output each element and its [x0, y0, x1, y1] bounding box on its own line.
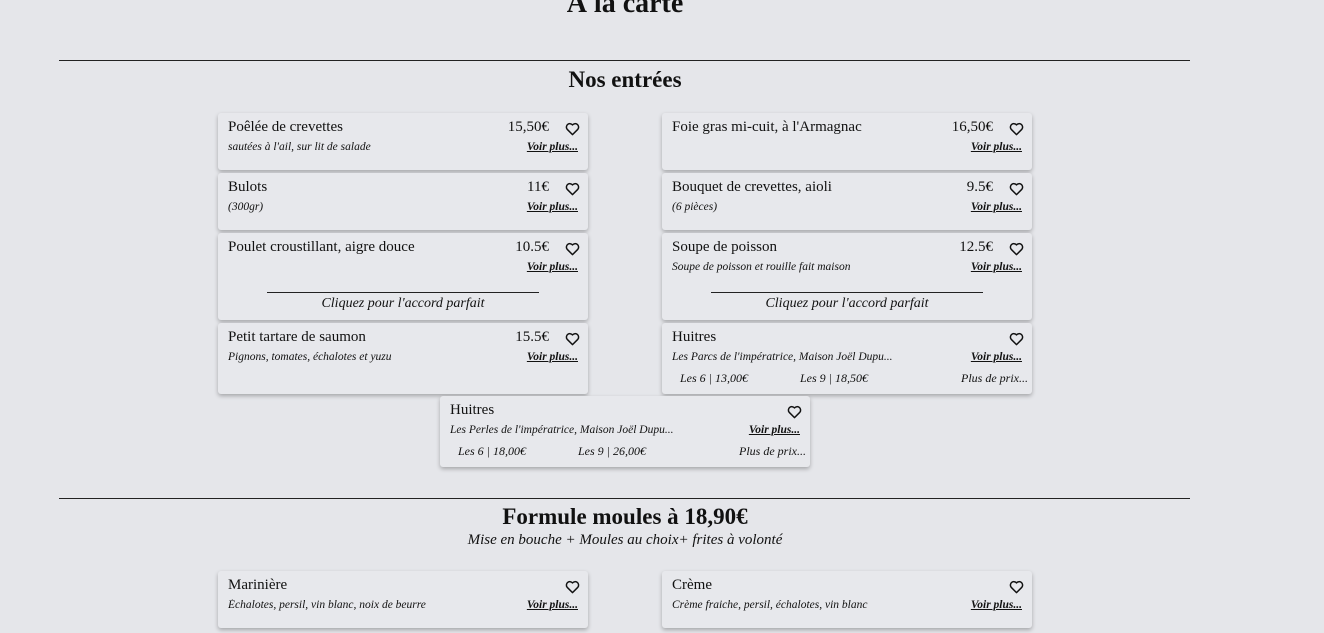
price-options: Les 6 | 18,00€ Les 9 | 26,00€ Plus de prix…	[450, 444, 806, 459]
pairing-link[interactable]: Cliquez pour l'accord parfait	[711, 292, 983, 312]
menu-item-card[interactable]: Petit tartare de saumon 15.5€ Pignons, tom…	[218, 323, 588, 394]
menu-item-card[interactable]: Crème Crème fraiche, persil, échalotes, v…	[662, 571, 1032, 628]
see-more-link[interactable]: Voir plus...	[970, 261, 1022, 273]
item-price: 15,50€	[507, 119, 549, 135]
menu-item-card[interactable]: Huitres Les Perles de l'impératrice, Mais…	[440, 396, 810, 467]
moules-grid: Marinière Échalotes, persil, vin blanc, n…	[218, 571, 1032, 628]
menu-item-card[interactable]: Poulet croustillant, aigre douce 10.5€ Vo…	[218, 233, 588, 320]
menu-item-card[interactable]: Bouquet de crevettes, aioli 9.5€ (6 pièces…	[662, 173, 1032, 230]
menu-item-card[interactable]: Soupe de poisson 12.5€ Soupe de poisson et…	[662, 233, 1032, 320]
item-name: Soupe de poisson	[672, 239, 777, 255]
heart-icon[interactable]	[565, 182, 580, 196]
item-description: (6 pièces)	[672, 201, 718, 213]
see-more-link[interactable]: Voir plus...	[526, 351, 578, 363]
see-more-link[interactable]: Voir plus...	[526, 141, 578, 153]
see-more-link[interactable]: Voir plus...	[748, 424, 800, 436]
menu-item-card[interactable]: Poêlée de crevettes 15,50€ sautées à l'ail…	[218, 113, 588, 170]
see-more-link[interactable]: Voir plus...	[526, 261, 578, 273]
more-prices-link[interactable]: Plus de prix...	[739, 444, 806, 458]
item-name: Poulet croustillant, aigre douce	[228, 239, 415, 255]
item-description	[228, 261, 468, 273]
item-description: Crème fraiche, persil, échalotes, vin bl…	[672, 599, 868, 611]
heart-icon[interactable]	[1009, 122, 1024, 136]
item-name: Poêlée de crevettes	[228, 119, 343, 135]
see-more-link[interactable]: Voir plus...	[970, 201, 1022, 213]
see-more-link[interactable]: Voir plus...	[526, 201, 578, 213]
item-name: Bouquet de crevettes, aioli	[672, 179, 832, 195]
entrees-grid: Poêlée de crevettes 15,50€ sautées à l'ail…	[218, 113, 1032, 394]
item-description	[672, 141, 912, 153]
see-more-link[interactable]: Voir plus...	[970, 141, 1022, 153]
price-option: Les 6 | 13,00€	[680, 371, 748, 385]
heart-icon[interactable]	[1009, 580, 1024, 594]
divider	[59, 498, 1190, 499]
heart-icon[interactable]	[1009, 242, 1024, 256]
item-price: 9.5€	[966, 179, 993, 195]
see-more-link[interactable]: Voir plus...	[970, 351, 1022, 363]
item-description: sautées à l'ail, sur lit de salade	[228, 141, 371, 153]
item-price: 10.5€	[515, 239, 549, 255]
item-description: Soupe de poisson et rouille fait maison	[672, 261, 851, 273]
heart-icon[interactable]	[565, 332, 580, 346]
price-options: Les 6 | 13,00€ Les 9 | 18,50€ Plus de prix…	[672, 371, 1028, 386]
item-name: Petit tartare de saumon	[228, 329, 366, 345]
heart-icon[interactable]	[1009, 182, 1024, 196]
item-name: Crème	[672, 577, 712, 593]
more-prices-link[interactable]: Plus de prix...	[961, 371, 1028, 385]
menu-item-card[interactable]: Huitres Les Parcs de l'impératrice, Maiso…	[662, 323, 1032, 394]
item-description: Échalotes, persil, vin blanc, noix de be…	[228, 599, 426, 611]
heart-icon[interactable]	[787, 405, 802, 419]
section-subtitle-moules: Mise en bouche + Moules au choix+ frites…	[467, 532, 783, 548]
item-price: 11€	[527, 179, 549, 195]
item-price: 16,50€	[951, 119, 993, 135]
menu-item-card[interactable]: Bulots 11€ (300gr) Voir plus...	[218, 173, 588, 230]
item-description: Les Perles de l'impératrice, Maison Joël…	[450, 424, 674, 436]
price-option: Les 9 | 26,00€	[578, 444, 646, 458]
heart-icon[interactable]	[565, 580, 580, 594]
heart-icon[interactable]	[1009, 332, 1024, 346]
see-more-link[interactable]: Voir plus...	[526, 599, 578, 611]
item-description: (300gr)	[228, 201, 264, 213]
item-description: Les Parcs de l'impératrice, Maison Joël …	[672, 351, 893, 363]
see-more-link[interactable]: Voir plus...	[970, 599, 1022, 611]
section-title-entrees: Nos entrées	[568, 67, 682, 92]
pairing-link[interactable]: Cliquez pour l'accord parfait	[267, 292, 539, 312]
heart-icon[interactable]	[565, 122, 580, 136]
page-title: À la carte	[566, 0, 684, 19]
item-name: Huitres	[672, 329, 717, 345]
item-price: 12.5€	[959, 239, 993, 255]
price-option: Les 9 | 18,50€	[800, 371, 868, 385]
entrees-extra: Huitres Les Perles de l'impératrice, Mais…	[440, 396, 810, 467]
heart-icon[interactable]	[565, 242, 580, 256]
item-name: Bulots	[228, 179, 268, 195]
menu-item-card[interactable]: Marinière Échalotes, persil, vin blanc, n…	[218, 571, 588, 628]
item-price: 15.5€	[515, 329, 549, 345]
section-title-moules: Formule moules à 18,90€	[502, 504, 748, 529]
price-option: Les 6 | 18,00€	[458, 444, 526, 458]
divider	[59, 60, 1190, 61]
item-description: Pignons, tomates, échalotes et yuzu	[228, 351, 392, 363]
item-name: Marinière	[228, 577, 288, 593]
item-name: Foie gras mi-cuit, à l'Armagnac	[672, 119, 862, 135]
item-name: Huitres	[450, 402, 495, 418]
menu-item-card[interactable]: Foie gras mi-cuit, à l'Armagnac 16,50€ Vo…	[662, 113, 1032, 170]
